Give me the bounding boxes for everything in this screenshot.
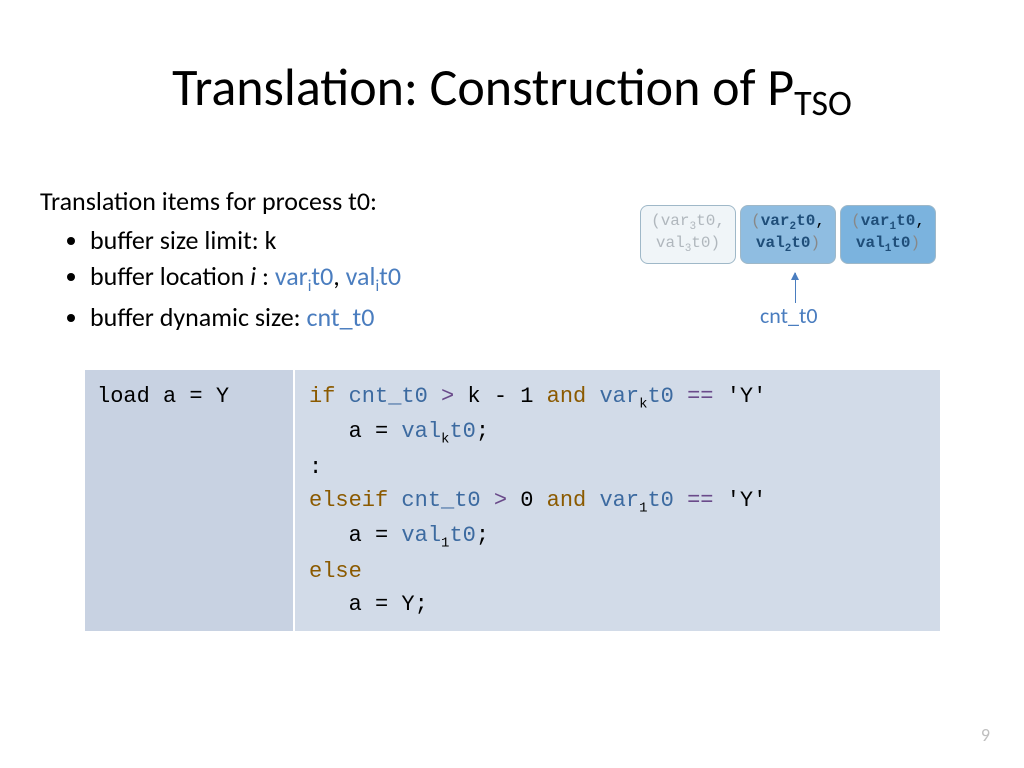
buffer-diagram: (var3t0,val3t0)(var2t0,val2t0)(var1t0,va… xyxy=(640,205,936,264)
title-main: Translation: Construction of P xyxy=(172,55,794,119)
bullet-2-a: buffer location xyxy=(90,260,250,292)
slide: Translation: Construction of PTSO Transl… xyxy=(0,0,1024,768)
cnt-arrow xyxy=(795,273,796,303)
bullet-2-b: : xyxy=(256,260,275,292)
bullet-1: buffer size limit: k xyxy=(90,222,401,258)
bullet-1-text: buffer size limit: k xyxy=(90,224,276,256)
bullet-3: buffer dynamic size: cnt_t0 xyxy=(90,299,401,335)
buffer-cell-1: (var2t0,val2t0) xyxy=(740,205,836,264)
b3-b: cnt_t0 xyxy=(306,301,374,333)
bullet-2-var: varit0 xyxy=(275,260,333,292)
b2-sep: , xyxy=(333,260,345,292)
bullet-2-val: valit0 xyxy=(346,260,401,292)
b3-a: buffer dynamic size: xyxy=(90,301,306,333)
cnt-label: cnt_t0 xyxy=(760,302,818,329)
title-subscript: TSO xyxy=(794,81,852,125)
b2-var-post: t0 xyxy=(311,260,333,292)
buffer-cell-0: (var3t0,val3t0) xyxy=(640,205,736,264)
buffer-cell-2: (var1t0,val1t0) xyxy=(840,205,936,264)
code-left: load a = Y xyxy=(85,370,295,631)
bullet-list: buffer size limit: k buffer location i :… xyxy=(70,222,401,335)
code-right: if cnt_t0 > k - 1 and varkt0 == 'Y' a = … xyxy=(295,370,940,631)
b2-val-post: t0 xyxy=(379,260,401,292)
b2-var-pre: var xyxy=(275,260,308,292)
bullet-2: buffer location i : varit0, valit0 xyxy=(90,258,401,299)
page-number: 9 xyxy=(981,724,990,746)
intro-text: Translation items for process t0: xyxy=(40,185,377,217)
b2-val-pre: val xyxy=(346,260,376,292)
slide-title: Translation: Construction of PTSO xyxy=(0,55,1024,119)
code-table: load a = Y if cnt_t0 > k - 1 and varkt0 … xyxy=(85,370,940,631)
